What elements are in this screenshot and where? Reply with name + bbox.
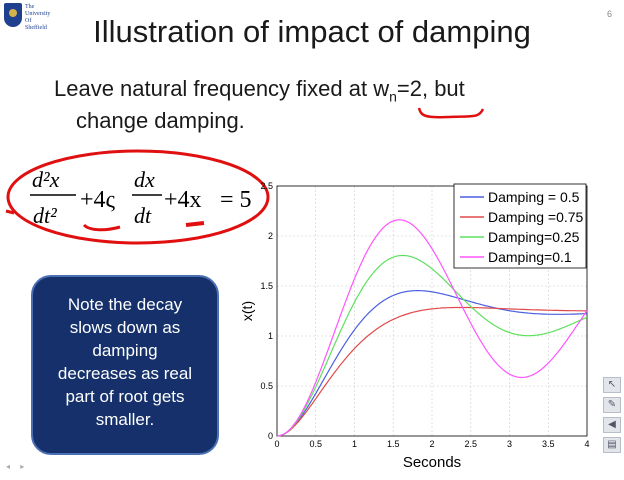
equation: d²x dt² +4ς dx dt +4x = 5 <box>5 149 270 245</box>
legend-entry: Damping = 0.5 <box>488 189 580 205</box>
subtitle-prefix: Leave natural frequency fixed at w <box>54 76 390 101</box>
x-tick-label: 1.5 <box>387 439 400 449</box>
eq-rhs: = 5 <box>220 187 252 213</box>
pen-icon[interactable]: ✎ <box>603 397 621 413</box>
y-tick-label: 0 <box>268 431 273 441</box>
eq-num-2: dx <box>134 167 155 192</box>
nav-controls[interactable]: ◂ ▸ <box>6 462 29 471</box>
red-underline-four <box>185 221 205 227</box>
note-callout: Note the decay slows down as damping dec… <box>31 275 219 455</box>
x-tick-label: 2 <box>429 439 434 449</box>
damping-chart: 0 0.5 1 1.5 2 2.5 3 3.5 4 0 0.5 1 1.5 2 2.5 Seconds x… <box>239 181 590 471</box>
eq-term-stiffness: +4x <box>164 187 202 213</box>
subtitle-suffix: =2, but <box>396 76 465 101</box>
x-tick-label: 0.5 <box>309 439 322 449</box>
legend-box <box>453 183 587 269</box>
note-text: Note the decay slows down as damping dec… <box>57 295 193 429</box>
y-tick-label: 2.5 <box>260 181 273 191</box>
y-axis-label: x(t) <box>239 301 255 321</box>
logo-text: The University Of Sheffield <box>25 4 51 31</box>
y-tick-label: 2 <box>268 231 273 241</box>
slide-title: Illustration of impact of damping <box>93 14 531 49</box>
series-line <box>276 306 587 437</box>
series-lines <box>276 219 588 437</box>
series-line <box>276 290 588 437</box>
university-logo: The University Of Sheffield <box>4 3 60 33</box>
crest-icon <box>4 3 22 27</box>
menu-icon[interactable]: ▤ <box>603 437 621 453</box>
legend-entry: Damping=0.25 <box>488 229 580 245</box>
x-tick-label: 1 <box>352 439 357 449</box>
x-tick-label: 3 <box>507 439 512 449</box>
y-tick-label: 1.5 <box>260 281 273 291</box>
y-tick-label: 1 <box>268 331 273 341</box>
x-tick-label: 0 <box>274 439 279 449</box>
x-tick-label: 4 <box>584 439 589 449</box>
x-axis-label: Seconds <box>403 454 461 471</box>
subtitle-line-2: change damping. <box>76 108 245 133</box>
red-circle-mark <box>6 149 270 245</box>
series-line <box>276 254 588 437</box>
legend-entry: Damping=0.1 <box>488 249 572 265</box>
eq-den-1: dt² <box>33 203 57 228</box>
y-tick-labels: 0 0.5 1 1.5 2 2.5 <box>260 181 273 441</box>
prev-slide-icon[interactable]: ◀ <box>603 417 621 433</box>
series-line <box>276 219 588 437</box>
eq-term-damping: +4ς <box>80 187 116 213</box>
y-tick-label: 0.5 <box>260 381 273 391</box>
pointer-icon[interactable]: ↖ <box>603 377 621 393</box>
eq-num-1: d²x <box>32 167 60 192</box>
red-underline-zeta <box>82 223 121 232</box>
red-underline-mark <box>417 107 485 119</box>
legend-entry: Damping =0.75 <box>488 209 584 225</box>
x-tick-labels: 0 0.5 1 1.5 2 2.5 3 3.5 4 <box>274 439 589 449</box>
chart-legend: Damping = 0.5 Damping =0.75 Damping=0.25 Da… <box>453 183 587 269</box>
x-tick-label: 3.5 <box>542 439 555 449</box>
subtitle-line-1: Leave natural frequency fixed at wn=2, b… <box>54 76 465 104</box>
red-dash-left <box>5 209 15 215</box>
eq-den-2: dt <box>134 203 152 228</box>
slide-toolbar: ↖ ✎ ◀ ▤ <box>603 377 623 467</box>
subtitle-subscript: n <box>389 88 397 105</box>
x-tick-label: 2.5 <box>464 439 477 449</box>
slide-number: 6 <box>606 9 612 19</box>
